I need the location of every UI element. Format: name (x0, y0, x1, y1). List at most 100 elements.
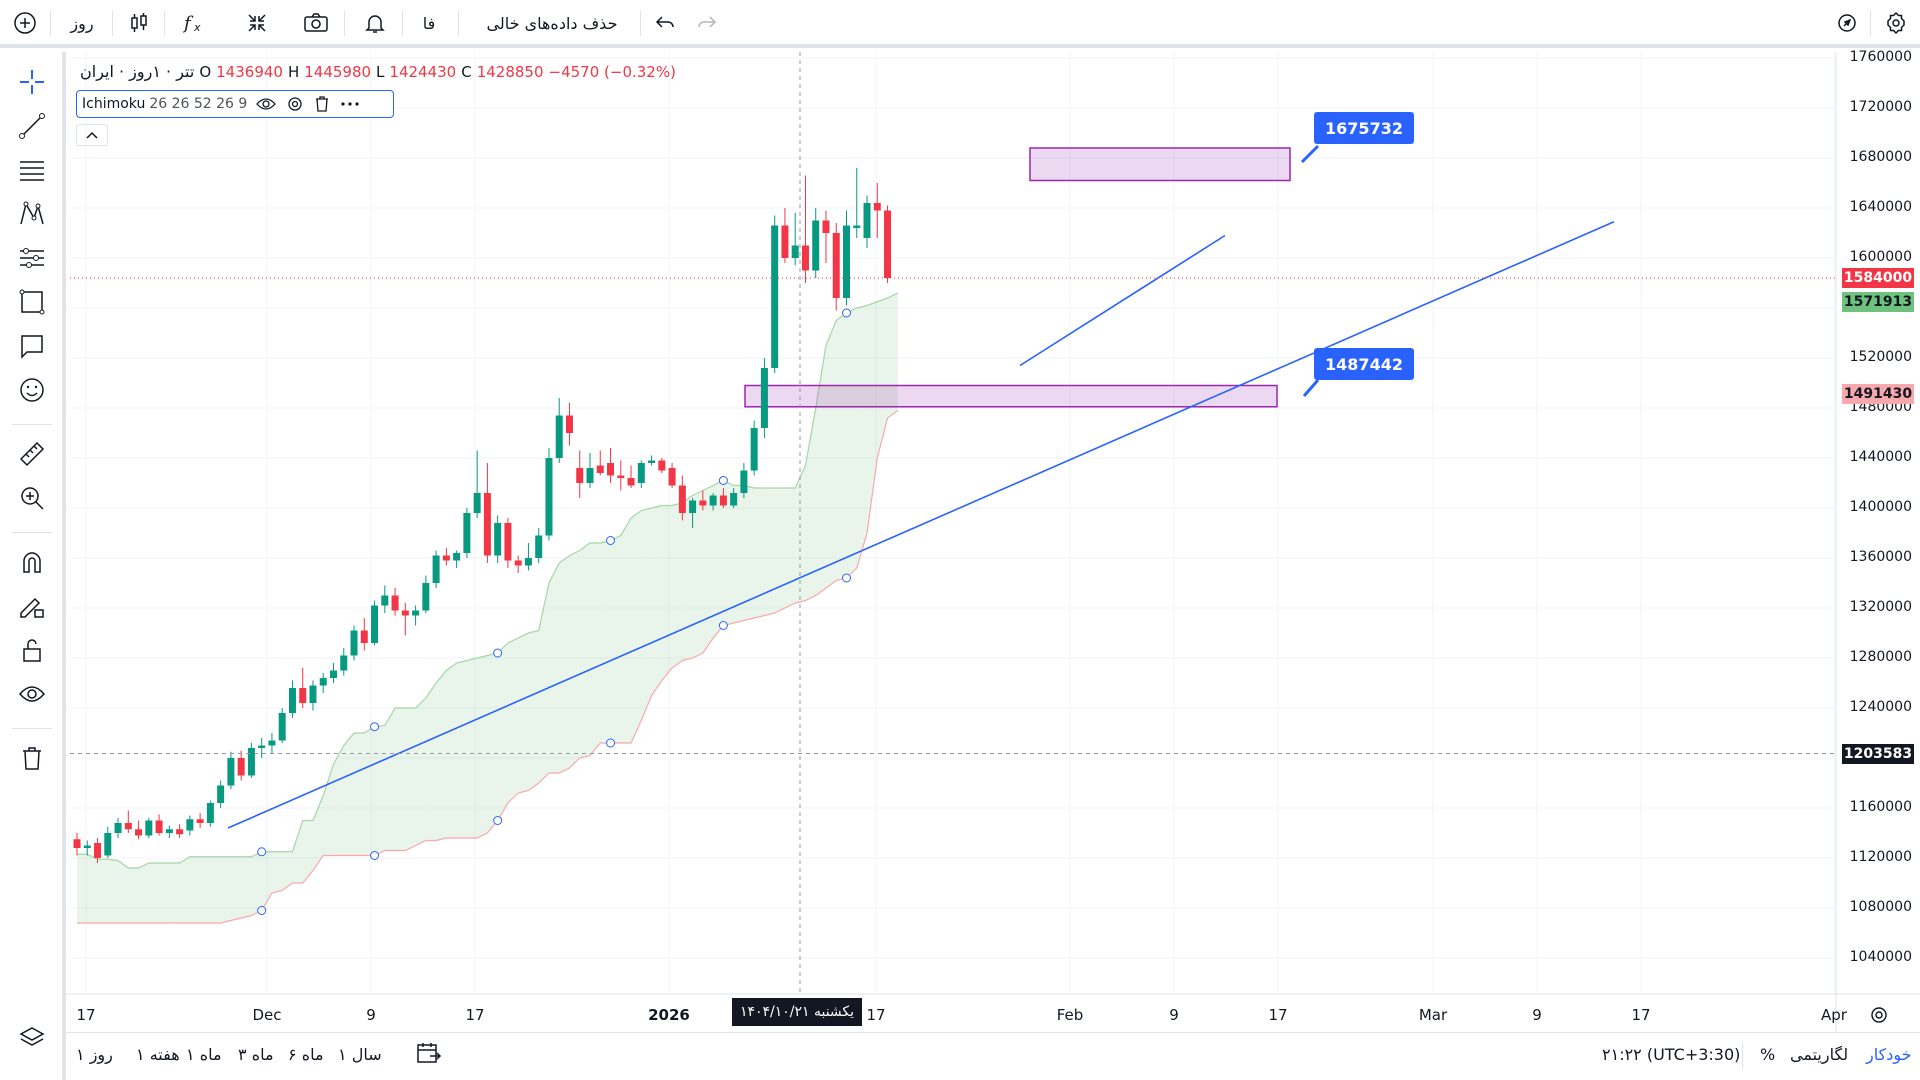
candle-body (288, 688, 296, 713)
trend-lines[interactable] (227, 144, 1615, 829)
cloud-segment (846, 308, 857, 578)
range-button[interactable]: ۳ ماه (238, 1045, 274, 1064)
interval-button[interactable]: روز (60, 6, 104, 40)
callout-top[interactable]: 1675732 (1314, 112, 1414, 144)
price-tick: 1720000 (1849, 99, 1912, 115)
cloud-segment (446, 663, 457, 838)
candle-body (124, 823, 132, 830)
hide-drawings-tool[interactable] (14, 676, 50, 712)
gear-icon[interactable] (285, 95, 305, 113)
object-tree-button[interactable] (14, 1020, 50, 1056)
shapes-tool[interactable] (14, 284, 50, 320)
fib-tool[interactable] (14, 152, 50, 188)
cloud-segment (713, 480, 724, 638)
alert-button[interactable] (358, 6, 392, 40)
trash-icon[interactable] (313, 95, 331, 113)
symbol-name[interactable]: تتر · ۱روز · ایران (80, 62, 195, 81)
span-a-badge: 1571913 (1842, 292, 1914, 313)
magnet-tool[interactable] (14, 544, 50, 580)
rectangle-icon (19, 289, 45, 315)
redo-button[interactable] (690, 6, 724, 40)
range-button[interactable]: ۱ هفته (136, 1045, 180, 1064)
time-tick: Mar (1418, 1006, 1448, 1024)
add-symbol-button[interactable] (8, 6, 42, 40)
currency-button[interactable]: فا (414, 6, 444, 40)
go-to-date-button[interactable] (416, 1041, 442, 1069)
short-trend-line (1019, 234, 1226, 367)
candle-body (473, 493, 481, 513)
candle-body (309, 685, 317, 703)
candle-body (319, 678, 327, 686)
calendar-go-icon (417, 1043, 442, 1063)
pattern-tool[interactable] (14, 196, 50, 232)
lock-drawings-tool[interactable] (14, 632, 50, 668)
collapse-arrows-icon (248, 14, 266, 32)
candle-body (607, 463, 615, 476)
callout-top-label: 1675732 (1325, 118, 1403, 138)
range-button[interactable]: ۱ روز (76, 1045, 113, 1064)
candle-body (401, 610, 409, 616)
cloud-segment (497, 643, 508, 821)
candle-body (176, 829, 184, 835)
senkou-span-b-line (77, 410, 899, 924)
axis-settings-button[interactable] (1868, 1004, 1890, 1030)
callout-bottom[interactable]: 1487442 (1314, 348, 1414, 380)
camera-icon (304, 13, 328, 32)
log-button[interactable]: لگاریتمی (1790, 1045, 1849, 1064)
cloud-segment (590, 543, 601, 756)
cloud-segment (251, 851, 262, 916)
percent-button[interactable]: % (1760, 1045, 1776, 1064)
candle-body (135, 829, 143, 836)
clear-empty-data-button[interactable]: حذف داده‌های خالی (472, 6, 632, 40)
annotation-tool[interactable] (14, 328, 50, 364)
screenshot-button[interactable] (298, 6, 334, 40)
chart-type-button[interactable] (122, 6, 156, 40)
magnet-icon (23, 552, 41, 573)
cloud-segment (128, 868, 139, 923)
settings-button[interactable] (1878, 6, 1914, 40)
candle-body (709, 495, 717, 506)
cloud-point (718, 621, 728, 630)
candle-body (648, 460, 656, 463)
forecast-tool[interactable] (14, 240, 50, 276)
eye-icon[interactable] (255, 95, 277, 113)
cloud-segment (292, 820, 303, 883)
emoji-tool[interactable] (14, 372, 50, 408)
cloud-segment (343, 733, 355, 856)
range-button[interactable]: ۱ ماه (186, 1045, 222, 1064)
indicator-legend[interactable]: Ichimoku 26 26 52 26 9 (76, 90, 394, 118)
remove-drawings-tool[interactable] (14, 740, 50, 776)
zoom-in-tool[interactable] (14, 480, 50, 516)
candle-body (719, 495, 727, 506)
cloud-segment (179, 856, 190, 923)
cloud-segment (415, 698, 426, 846)
low-label: L (376, 62, 385, 81)
collapse-legend-button[interactable] (76, 124, 108, 146)
candle-body (196, 819, 204, 823)
crosshair-tool[interactable] (14, 64, 50, 100)
span-b-badge: 1491430 (1842, 383, 1914, 404)
undo-button[interactable] (648, 6, 682, 40)
compare-button[interactable] (240, 6, 274, 40)
auto-button[interactable]: خودکار (1866, 1045, 1912, 1064)
candle-body (258, 745, 266, 748)
rectangle-zones[interactable] (744, 147, 1291, 408)
trend-line-tool[interactable] (14, 108, 50, 144)
measure-tool[interactable] (14, 436, 50, 472)
candle-body (165, 829, 173, 833)
stay-drawing-tool[interactable] (14, 588, 50, 624)
quick-search-button[interactable] (1830, 6, 1864, 40)
cloud-segment (723, 480, 734, 626)
timezone-button[interactable]: ۲۱:۲۲ (UTC+3:30) (1602, 1045, 1741, 1064)
range-button[interactable]: ۶ ماه (288, 1045, 324, 1064)
cloud-segment (271, 851, 283, 893)
more-icon[interactable] (339, 95, 361, 113)
eye-icon (19, 686, 45, 702)
range-button[interactable]: ۱ سال (338, 1045, 382, 1064)
last-price-badge: 1584000 (1842, 268, 1914, 288)
pen-search-icon (1838, 14, 1856, 32)
candle-body (617, 475, 625, 478)
price-tick: 1320000 (1849, 599, 1912, 615)
